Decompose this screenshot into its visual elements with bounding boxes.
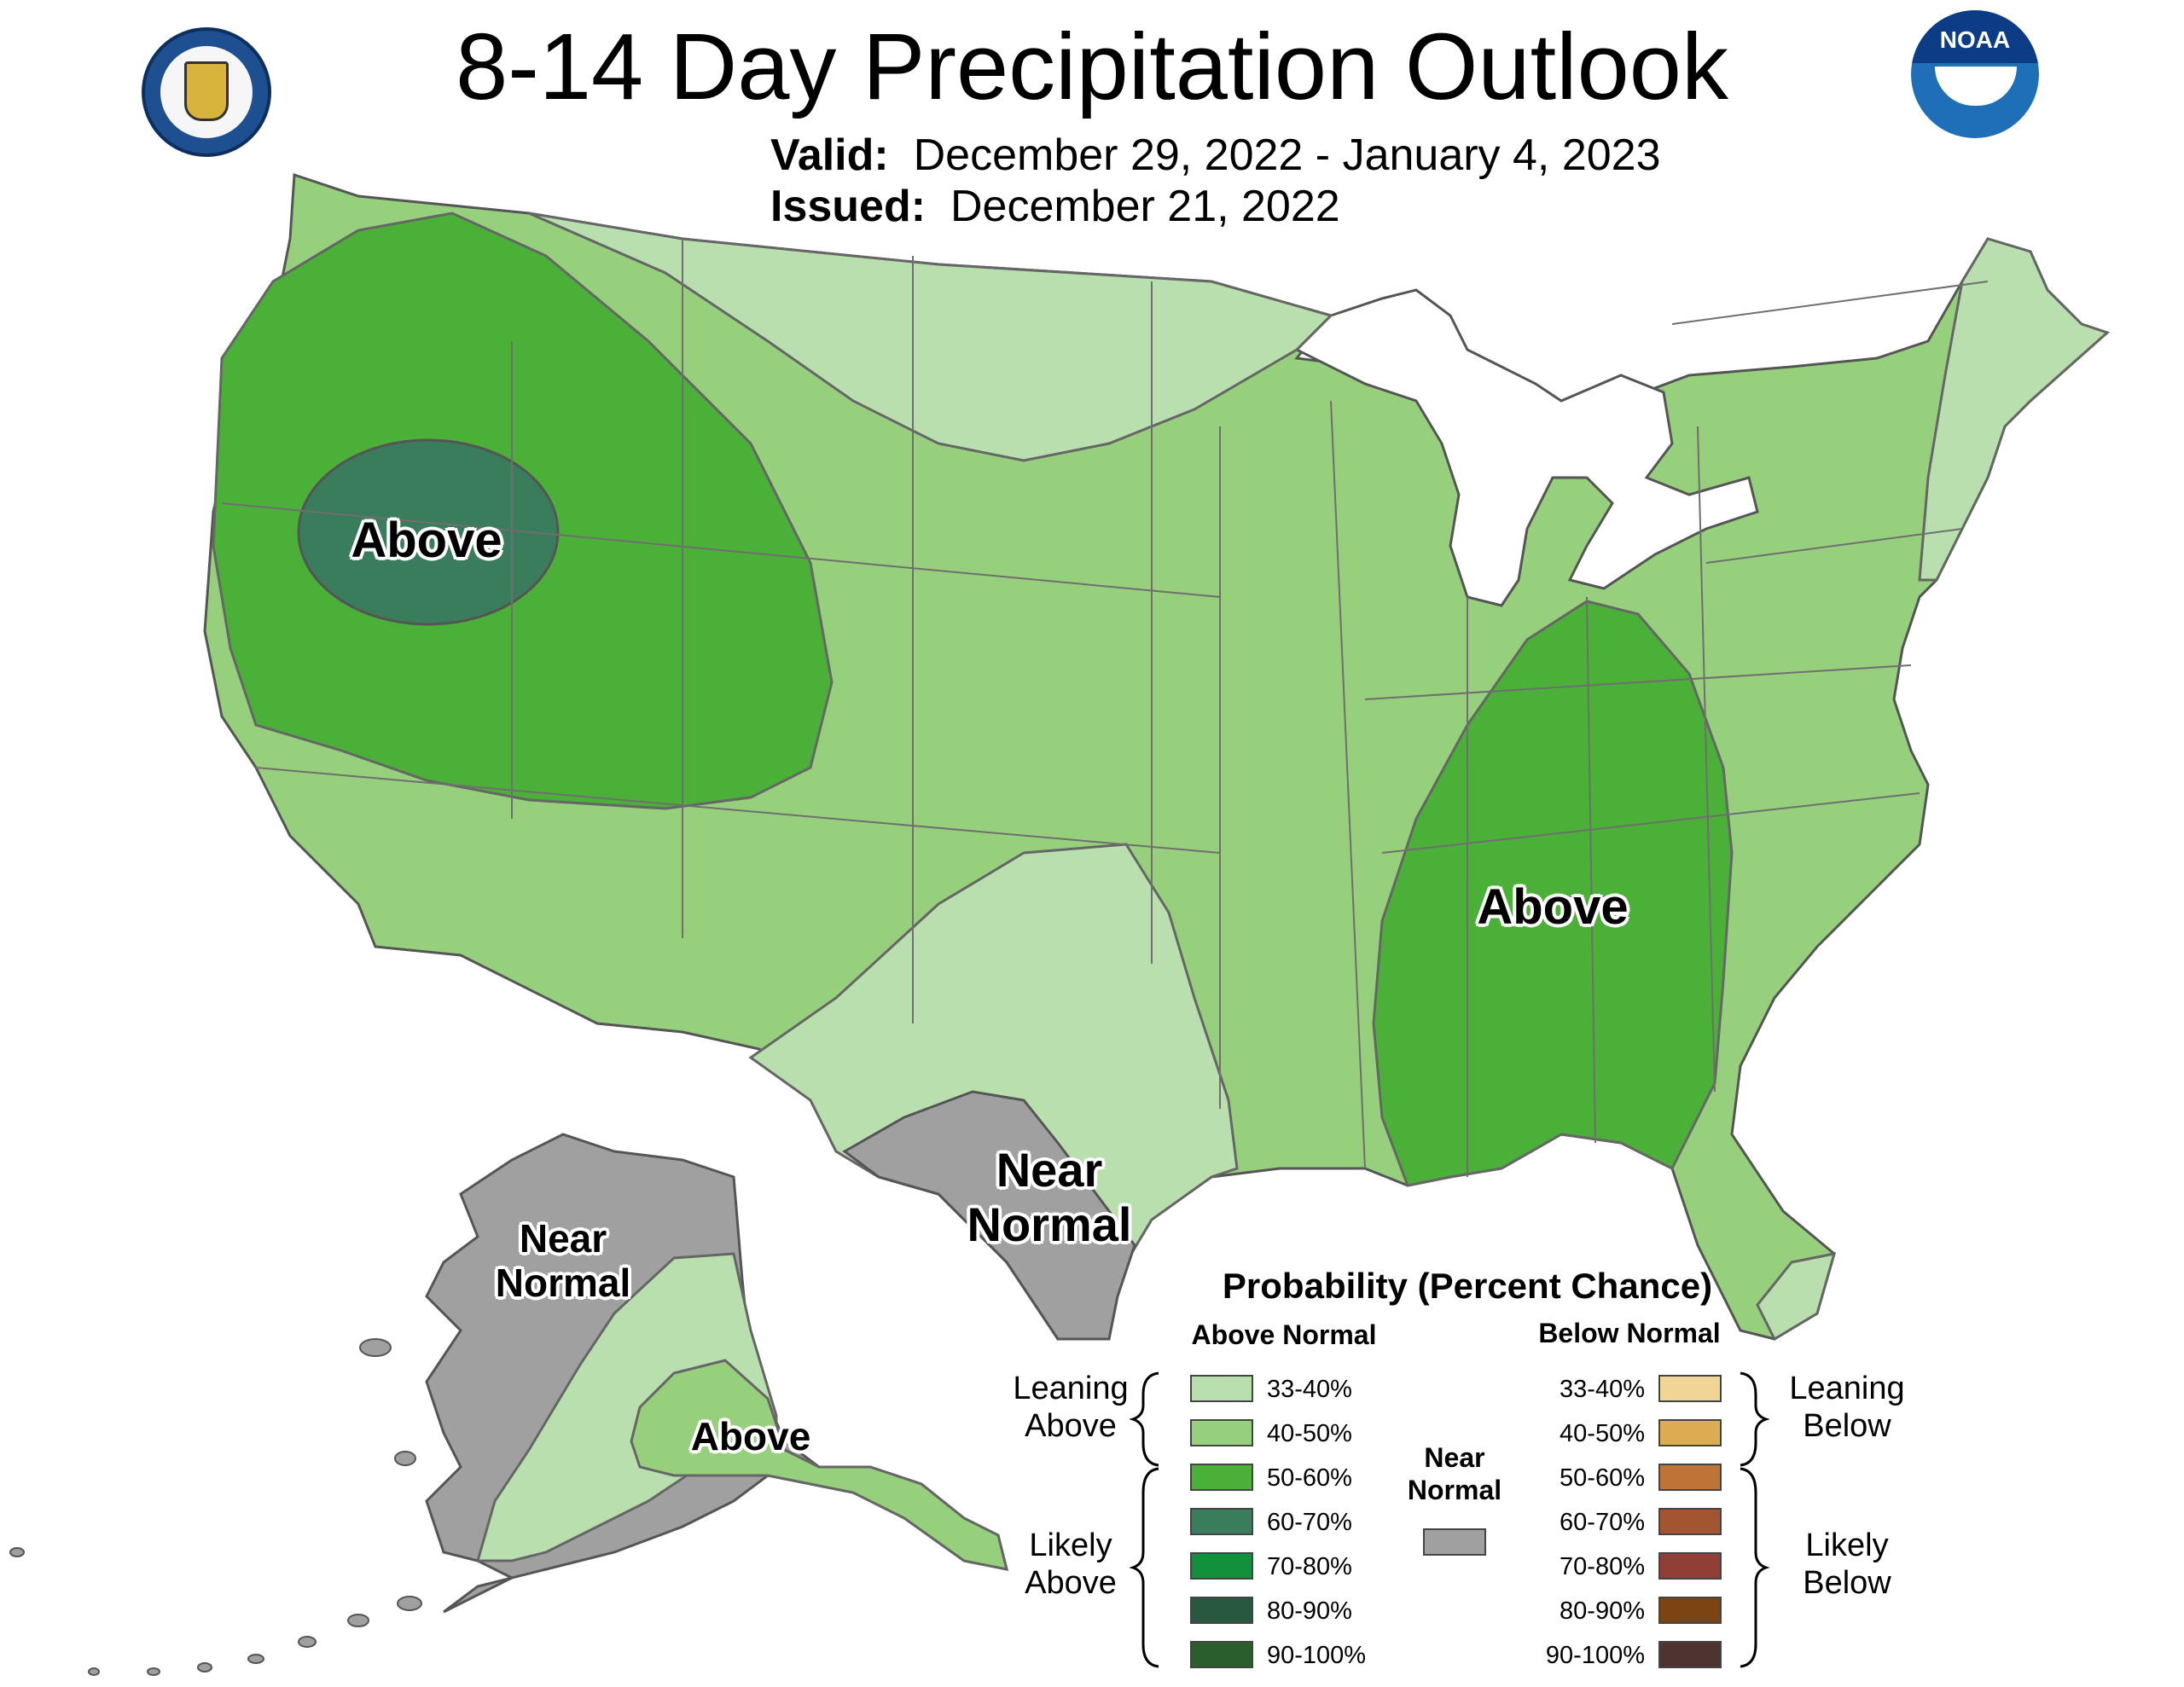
near-normal-legend-label: Near Normal (1391, 1441, 1519, 1506)
above-normal-label: 33-40% (1267, 1376, 1352, 1403)
above-normal-label: 90-100% (1267, 1642, 1367, 1669)
issued-date: December 21, 2022 (950, 182, 1340, 231)
west-above-label: Above (351, 513, 502, 568)
likely-below-label: Likely Below (1766, 1527, 1928, 1602)
below-normal-swatch (1658, 1419, 1722, 1446)
issued-label: Issued: (770, 182, 926, 231)
region-alaska-above (630, 1359, 1009, 1571)
above-normal-swatch (1190, 1508, 1253, 1535)
region-west-core (297, 438, 560, 626)
likely-below-line1: Likely (1805, 1528, 1889, 1563)
legend-title: Probability (Percent Chance) (1222, 1266, 1713, 1306)
page-title: 8-14 Day Precipitation Outlook (456, 14, 1728, 119)
noaa-logo: NOAA (1911, 10, 2039, 138)
above-normal-label: 40-50% (1267, 1420, 1352, 1447)
leaning-below-line1: Leaning (1789, 1371, 1905, 1406)
state-boundaries (221, 239, 1989, 1177)
region-northeast-leaning (1918, 237, 2110, 582)
issued-line: Issued: December 21, 2022 (770, 179, 1340, 234)
valid-dates: December 29, 2022 - January 4, 2023 (913, 130, 1661, 180)
alaska-above-label: Above (690, 1414, 811, 1458)
alaska-near-line1: Near (519, 1216, 607, 1261)
noaa-upper-field (1911, 10, 2039, 63)
near-normal-line2: Normal (1407, 1475, 1502, 1505)
texas-near-normal-label: Near Normal (947, 1143, 1152, 1252)
above-normal-label: 80-90% (1267, 1597, 1352, 1625)
below-normal-swatch (1658, 1375, 1722, 1402)
below-normal-swatch (1658, 1641, 1722, 1668)
below-normal-label: 60-70% (1560, 1509, 1645, 1536)
above-normal-swatch (1190, 1419, 1253, 1446)
department-of-commerce-seal (142, 27, 271, 157)
likely-above-line2: Above (1025, 1565, 1117, 1601)
below-normal-swatch (1658, 1597, 1722, 1624)
above-normal-swatch (1190, 1597, 1253, 1624)
valid-label: Valid: (770, 130, 889, 180)
below-normal-swatch (1658, 1508, 1722, 1535)
leaning-above-label: Leaning Above (990, 1370, 1152, 1445)
valid-line: Valid: December 29, 2022 - January 4, 20… (770, 128, 1661, 183)
southeast-above-label: Above (1477, 879, 1629, 935)
below-normal-swatch (1658, 1552, 1722, 1580)
above-normal-swatch (1190, 1552, 1253, 1580)
above-normal-swatch (1190, 1375, 1253, 1402)
aleutian-islands (9, 1338, 422, 1676)
above-normal-label: 50-60% (1267, 1464, 1352, 1492)
above-normal-label: 60-70% (1267, 1509, 1352, 1536)
leaning-above-line2: Above (1025, 1408, 1117, 1444)
above-normal-swatch (1190, 1464, 1253, 1491)
above-normal-swatch (1190, 1641, 1253, 1668)
above-normal-header: Above Normal (1191, 1319, 1377, 1350)
region-southeast-likely-above (1372, 600, 1734, 1187)
below-normal-header: Below Normal (1538, 1318, 1721, 1348)
leaning-above-line1: Leaning (1013, 1371, 1129, 1406)
leaning-below-line2: Below (1803, 1408, 1891, 1444)
noaa-logo-text: NOAA (1939, 26, 2011, 53)
below-normal-label: 50-60% (1560, 1464, 1645, 1492)
texas-near-line2: Normal (967, 1197, 1132, 1251)
likely-below-line2: Below (1803, 1565, 1891, 1601)
below-normal-label: 70-80% (1560, 1553, 1645, 1580)
below-normal-label: 33-40% (1560, 1376, 1645, 1403)
below-normal-label: 80-90% (1560, 1597, 1645, 1625)
texas-near-line1: Near (996, 1143, 1103, 1197)
great-lakes (1294, 288, 1759, 607)
seal-eagle-icon (184, 61, 229, 121)
below-normal-label: 90-100% (1545, 1642, 1645, 1669)
likely-above-label: Likely Above (990, 1527, 1152, 1602)
near-normal-swatch (1423, 1528, 1486, 1556)
below-normal-label: 40-50% (1560, 1420, 1645, 1447)
near-normal-line1: Near (1424, 1442, 1485, 1473)
above-normal-label: 70-80% (1267, 1553, 1352, 1580)
leaning-below-label: Leaning Below (1766, 1370, 1928, 1445)
alaska-near-line2: Normal (495, 1261, 631, 1305)
region-texas-near-normal (842, 1090, 1136, 1341)
likely-above-line1: Likely (1029, 1528, 1112, 1563)
alaska-near-normal-label: Near Normal (461, 1216, 665, 1305)
region-florida-leaning (1756, 1252, 1837, 1342)
below-normal-swatch (1658, 1464, 1722, 1491)
